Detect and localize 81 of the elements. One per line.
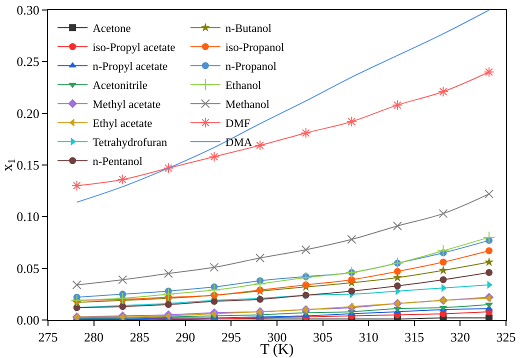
point — [437, 244, 450, 257]
legend-label: n-Butanol — [225, 23, 272, 36]
point — [208, 151, 220, 162]
legend-label: DMF — [225, 118, 250, 130]
x-tick-label: 300 — [267, 330, 287, 345]
x-tick-label: 295 — [221, 330, 241, 345]
point — [486, 268, 493, 276]
x-tick-label: 290 — [176, 330, 196, 345]
legend-label: Ethanol — [225, 80, 262, 92]
point — [440, 276, 447, 284]
y-tick-label: 0.25 — [16, 54, 40, 70]
point — [302, 281, 310, 288]
point — [116, 292, 129, 304]
point — [72, 280, 82, 290]
point — [119, 312, 124, 320]
point — [394, 268, 401, 275]
point — [163, 162, 174, 174]
y-tick-label: 0.10 — [16, 209, 40, 224]
point — [486, 314, 493, 320]
point — [394, 282, 401, 290]
y-tick-label: 0.05 — [16, 260, 40, 276]
point — [117, 174, 128, 185]
legend-label: n-Propanol — [225, 61, 277, 74]
point — [210, 262, 219, 272]
x-tick-label: 275 — [38, 330, 58, 345]
point — [254, 140, 266, 151]
x-tick-label: 315 — [404, 330, 424, 345]
x-tick-label: 280 — [84, 330, 104, 345]
legend-label: Acetonitrile — [92, 80, 148, 92]
point — [302, 306, 308, 314]
point — [346, 266, 358, 279]
legend-label: iso-Propanol — [225, 42, 284, 54]
x-tick-label: 285 — [130, 330, 150, 345]
point — [70, 294, 83, 306]
point — [256, 254, 265, 262]
point — [482, 231, 496, 244]
point — [208, 284, 220, 296]
point — [162, 288, 175, 300]
point — [392, 100, 403, 110]
x-tick-label: 325 — [496, 330, 516, 345]
point — [348, 276, 356, 284]
point — [438, 209, 448, 218]
point — [487, 280, 493, 289]
y-tick-label: 0.15 — [16, 158, 40, 173]
point — [164, 269, 173, 278]
point — [300, 272, 312, 284]
line-series — [76, 10, 490, 203]
point — [301, 245, 310, 254]
point — [300, 128, 312, 138]
legend-label: n-Pentanol — [92, 156, 142, 168]
legend-label: Methyl acetate — [92, 99, 161, 112]
point — [347, 234, 356, 244]
point — [438, 266, 448, 274]
x-tick-label: 310 — [358, 330, 378, 345]
legend-label: n-Propyl acetate — [92, 61, 168, 74]
point — [484, 189, 494, 198]
point — [72, 180, 82, 191]
point — [484, 257, 494, 266]
point — [484, 66, 494, 78]
legend-label: Acetone — [92, 23, 131, 36]
legend-label: Tetrahydrofuran — [92, 137, 168, 150]
point — [118, 275, 128, 284]
point — [348, 288, 356, 295]
y-tick-label: 0.20 — [16, 106, 40, 121]
x-tick-label: 320 — [450, 330, 470, 345]
legend-label: Methanol — [225, 99, 270, 112]
legend-label: iso-Propyl acetate — [92, 42, 176, 54]
x-axis-title: T (K) — [260, 342, 294, 358]
point — [254, 278, 266, 290]
point — [440, 258, 447, 266]
y-tick-label: 0.00 — [16, 312, 40, 328]
point — [391, 257, 404, 270]
legend-label: DMA — [225, 137, 253, 150]
point — [346, 116, 357, 127]
point — [164, 312, 170, 320]
point — [486, 247, 493, 254]
legend-label: Ethyl acetate — [92, 118, 152, 130]
y-tick-label: 0.30 — [16, 2, 40, 18]
point — [392, 221, 402, 230]
point — [438, 86, 449, 97]
x-tick-label: 305 — [313, 330, 333, 345]
